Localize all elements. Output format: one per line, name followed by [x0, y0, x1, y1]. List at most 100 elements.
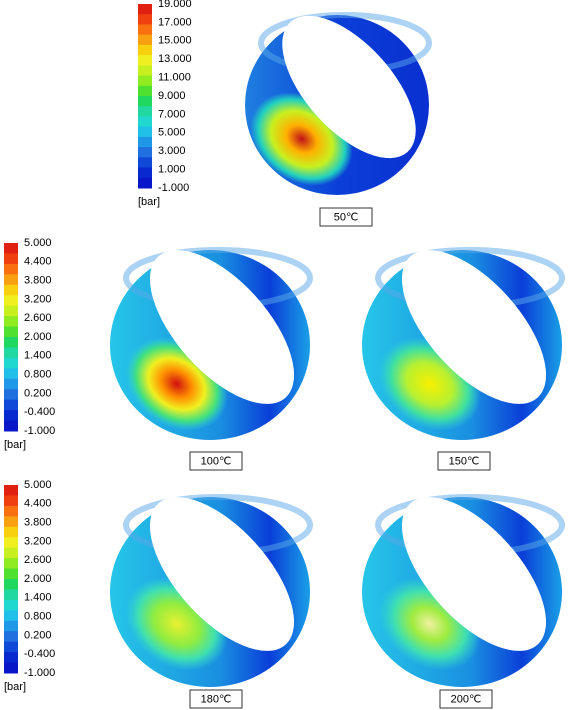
colorbar-label: 11.000: [158, 72, 191, 84]
label-box: [189, 689, 243, 709]
colorbar-segment: [138, 75, 152, 87]
colorbar-label: -1.000: [24, 667, 55, 679]
colorbar-segment: [4, 610, 18, 622]
panel-label: 150℃: [449, 455, 480, 467]
colorbar-segment: [138, 177, 152, 189]
colorbar-label: 0.200: [24, 629, 52, 641]
colorbar-segment: [4, 547, 18, 559]
label-box: [439, 689, 493, 709]
colorbar-segment: [4, 516, 18, 528]
colorbar-label: 3.200: [24, 293, 52, 305]
colorbar-label: 9.000: [158, 90, 186, 102]
colorbar-segment: [138, 24, 152, 36]
colorbar-label: 5.000: [158, 127, 186, 139]
colorbar-label: 5.000: [24, 479, 52, 491]
colorbar-segment: [4, 389, 18, 401]
colorbar-segment: [138, 116, 152, 128]
colorbar-label: 1.000: [158, 164, 186, 176]
colorbar-segment: [4, 378, 18, 390]
ring-hole: [401, 497, 547, 651]
colorbar-segment: [138, 65, 152, 77]
colorbar-segment: [4, 620, 18, 632]
colorbar-segment: [138, 55, 152, 66]
colorbar-label: 0.800: [24, 611, 52, 623]
colorbar-segment: [4, 641, 18, 653]
colorbar-segment: [138, 14, 152, 25]
colorbar-segment: [4, 399, 18, 411]
label-box: [319, 207, 373, 227]
colorbar-segment: [4, 253, 18, 265]
colorbar-label: 3.200: [24, 535, 52, 547]
colorbar-segment: [138, 157, 152, 169]
colorbar-label: 5.000: [24, 237, 52, 249]
colorbar-unit: [bar]: [4, 681, 26, 693]
colorbar-segment: [138, 126, 152, 138]
colorbar-segment: [4, 284, 18, 296]
label-box: [189, 451, 243, 471]
ring-hole: [149, 250, 295, 404]
ring-plot: 50℃: [245, 12, 432, 227]
colorbar-label: 1.400: [24, 592, 52, 604]
ring-hole: [282, 15, 416, 159]
colorbar-segment: [4, 410, 18, 422]
colorbar-label: 13.000: [158, 53, 192, 65]
ring-plot: 100℃: [110, 247, 313, 471]
colorbar-unit: [bar]: [4, 439, 26, 451]
colorbar-segment: [4, 263, 18, 275]
ring-plot: 200℃: [362, 494, 565, 709]
content: 19.000 17.000 15.000 13.000 11.000 9.000 7.000…: [4, 0, 565, 709]
colorbar-segment: [4, 368, 18, 380]
colorbar-label: 4.400: [24, 256, 52, 268]
colorbar-segment: [4, 631, 18, 643]
colorbar-segment: [4, 568, 18, 580]
colorbar-segment: [4, 485, 18, 496]
colorbar-segment: [4, 337, 18, 348]
colorbar-label: 3.800: [24, 517, 52, 529]
panel-label: 200℃: [451, 693, 482, 705]
colorbar-segment: [138, 85, 152, 97]
colorbar-segment: [4, 537, 18, 549]
colorbar-label: -0.400: [24, 406, 55, 418]
colorbar-label: 0.800: [24, 369, 52, 381]
colorbar-label: 0.200: [24, 387, 52, 399]
colorbar-unit: [bar]: [138, 196, 160, 208]
colorbar-label: 2.600: [24, 554, 52, 566]
colorbar-label: 3.800: [24, 275, 52, 287]
colorbar-label: 17.000: [158, 16, 192, 28]
colorbar-segment: [4, 347, 18, 359]
colorbar-segment: [4, 652, 18, 664]
colorbar-segment: [4, 357, 18, 369]
colorbar-segment: [4, 526, 18, 538]
colorbar-segment: [4, 243, 18, 254]
colorbar-label: 2.600: [24, 312, 52, 324]
colorbar-segment: [4, 589, 18, 601]
colorbar-segment: [4, 662, 18, 674]
colorbar-segment: [138, 4, 152, 15]
colorbar-segment: [138, 44, 152, 56]
colorbar-label: 19.000: [158, 0, 192, 10]
colorbar-label: 2.000: [24, 573, 52, 585]
colorbar-segment: [4, 579, 18, 590]
colorbar-segment: [138, 147, 152, 158]
colorbar-label: 15.000: [158, 35, 192, 47]
panel-label: 100℃: [201, 455, 232, 467]
colorbar-segment: [4, 558, 18, 570]
colorbar-label: -1.000: [158, 182, 189, 194]
label-box: [437, 451, 491, 471]
colorbar-label: 3.000: [158, 145, 186, 157]
panel-label: 50℃: [334, 211, 359, 223]
ring-plot: 180℃: [110, 494, 313, 709]
colorbar-segment: [4, 505, 18, 517]
colorbar-segment: [138, 106, 152, 117]
colorbar-segment: [4, 420, 18, 432]
colorbar-segment: [4, 326, 18, 338]
ring-hole: [401, 250, 547, 404]
colorbar-segment: [138, 34, 152, 46]
colorbar-label: 7.000: [158, 108, 186, 120]
colorbar-segment: [4, 305, 18, 317]
colorbar-segment: [138, 96, 152, 107]
colorbar-segment: [4, 295, 18, 307]
colorbar-segment: [4, 495, 18, 507]
ring-plot: 150℃: [362, 247, 565, 471]
